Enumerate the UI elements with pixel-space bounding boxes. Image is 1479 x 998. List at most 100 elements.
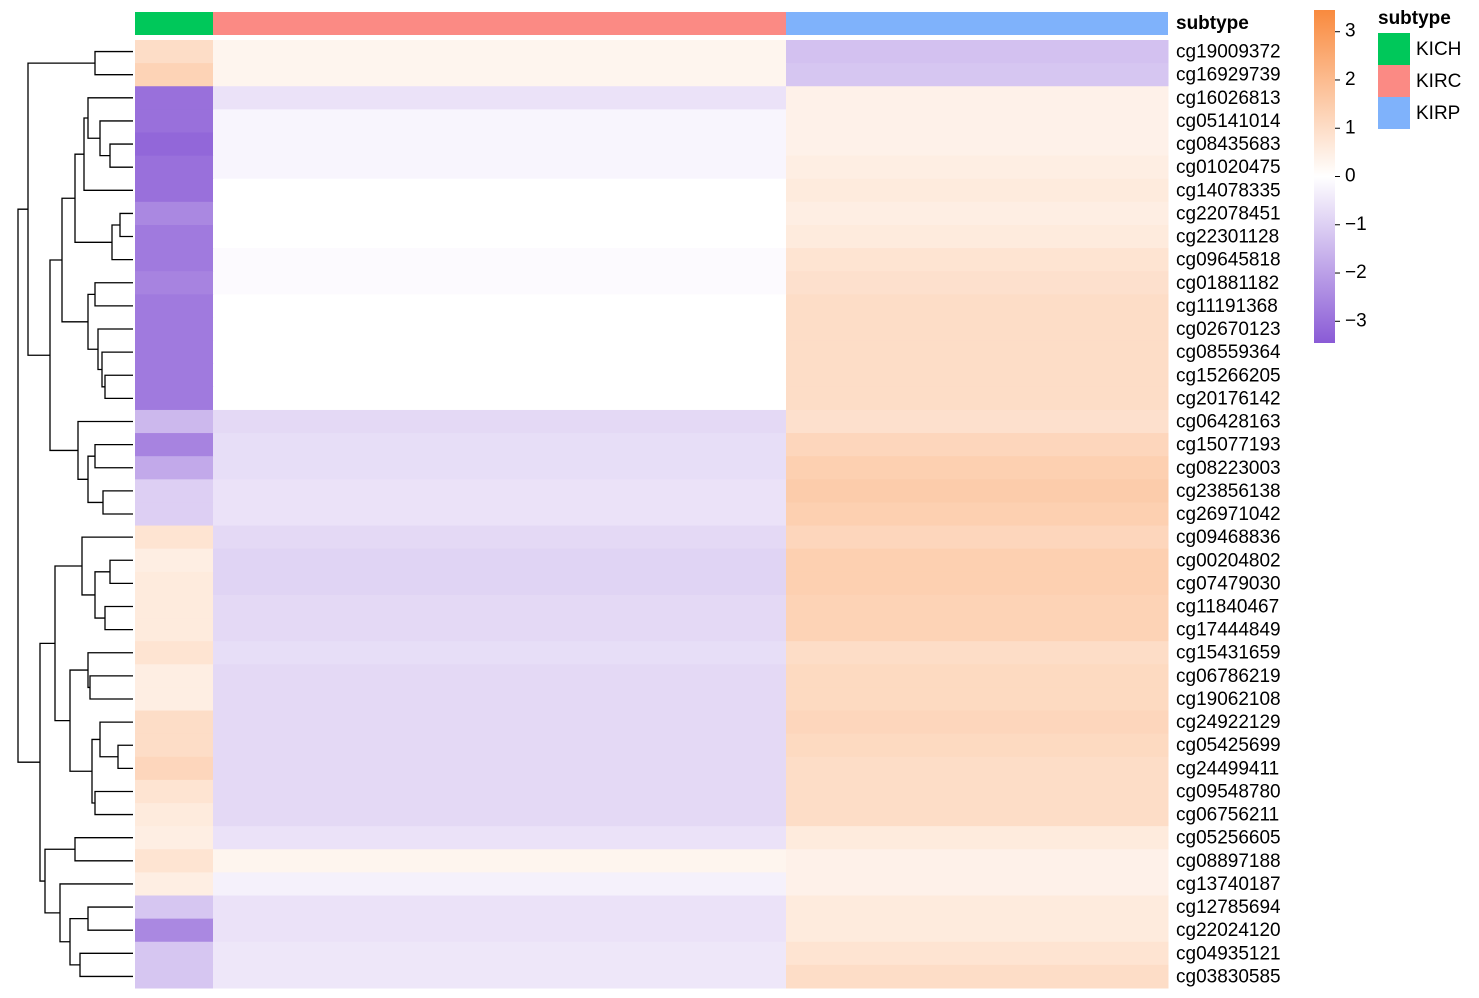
row-label: cg02670123 (1176, 319, 1281, 340)
heatmap-cell (135, 363, 214, 388)
row-label: cg16929739 (1176, 65, 1281, 86)
heatmap-cell (786, 918, 1169, 943)
heatmap-cell (135, 479, 214, 503)
heatmap-cell (135, 201, 214, 226)
heatmap-cell (786, 502, 1169, 527)
row-label: cg14078335 (1176, 180, 1281, 201)
row-label: cg08897188 (1176, 851, 1281, 872)
heatmap-cell (786, 386, 1169, 411)
heatmap-cell (213, 386, 787, 411)
heatmap-cell (135, 525, 214, 550)
heatmap-cell (213, 594, 787, 619)
row-label: cg08223003 (1176, 458, 1281, 479)
colorbar-tick-label: −3 (1345, 310, 1367, 331)
row-label: cg06428163 (1176, 412, 1281, 433)
colorbar-tick-label: −2 (1345, 262, 1367, 283)
heatmap-cell (786, 86, 1169, 110)
heatmap-cell (135, 109, 214, 133)
heatmap-cell (135, 779, 214, 804)
heatmap-cell (213, 779, 787, 804)
row-label: cg05141014 (1176, 111, 1281, 132)
heatmap-cell (213, 363, 787, 388)
legend-label: KICH (1416, 39, 1461, 60)
heatmap-cell (786, 571, 1169, 596)
heatmap-cell (786, 178, 1169, 203)
row-label: cg07479030 (1176, 573, 1281, 594)
row-label: cg23856138 (1176, 481, 1281, 502)
heatmap-cell (786, 594, 1169, 619)
row-label: cg24499411 (1176, 758, 1279, 779)
row-label: cg19062108 (1176, 689, 1281, 710)
heatmap-cell (213, 826, 787, 850)
heatmap-cell (135, 849, 214, 873)
heatmap-cell (135, 641, 214, 665)
heatmap-cell (786, 63, 1169, 87)
heatmap-cell (213, 294, 787, 318)
heatmap-cell (135, 548, 214, 573)
heatmap-cell (135, 872, 214, 897)
row-label: cg26971042 (1176, 504, 1281, 525)
row-label: cg12785694 (1176, 897, 1281, 918)
row-label: cg08559364 (1176, 342, 1281, 363)
heatmap-cell (213, 132, 787, 157)
heatmap-cell (213, 40, 787, 64)
row-label: cg22024120 (1176, 920, 1281, 941)
heatmap-cell (213, 641, 787, 665)
heatmap-cell (213, 548, 787, 573)
annotation-cell (786, 12, 1168, 35)
heatmap-cell (786, 826, 1169, 850)
heatmap-cell (135, 803, 214, 827)
heatmap-cell (135, 618, 214, 642)
heatmap-cell (135, 941, 214, 966)
heatmap-cell (213, 872, 787, 897)
heatmap-cell (786, 941, 1169, 966)
heatmap-cell (213, 895, 787, 920)
heatmap-cell (786, 710, 1169, 735)
row-label: cg19009372 (1176, 42, 1281, 63)
heatmap-cell (213, 224, 787, 249)
heatmap-cell (213, 571, 787, 596)
annotation-cell (135, 12, 213, 35)
heatmap-cell (786, 340, 1169, 365)
heatmap-cell (135, 502, 214, 527)
heatmap-cell (213, 756, 787, 781)
heatmap-cell (135, 664, 214, 688)
heatmap-cell (786, 641, 1169, 665)
heatmap-cell (786, 433, 1169, 457)
legend-label: KIRP (1416, 103, 1460, 124)
heatmap-cell (786, 756, 1169, 781)
heatmap-cell (135, 826, 214, 850)
heatmap-cell (213, 433, 787, 457)
row-label: cg15077193 (1176, 435, 1281, 456)
heatmap-cell (213, 918, 787, 943)
heatmap-cell (213, 964, 787, 989)
heatmap-cell (135, 964, 214, 989)
row-label: cg16026813 (1176, 88, 1281, 109)
heatmap-cell (213, 803, 787, 827)
heatmap-cell (213, 849, 787, 873)
legend-swatch (1378, 33, 1410, 65)
heatmap-cell (786, 409, 1169, 434)
legend-label: KIRC (1416, 71, 1461, 92)
annotation-cell (213, 12, 786, 35)
heatmap-cell (135, 294, 214, 318)
row-label: cg03830585 (1176, 966, 1281, 987)
heatmap-cell (786, 618, 1169, 642)
heatmap-cell (786, 687, 1169, 712)
heatmap-cell (135, 433, 214, 457)
heatmap-cell (786, 224, 1169, 249)
colorbar-tick-label: 1 (1345, 117, 1356, 138)
heatmap-cell (135, 895, 214, 920)
row-label: cg15266205 (1176, 365, 1281, 386)
heatmap-cell (786, 849, 1169, 873)
row-label: cg01881182 (1176, 273, 1279, 294)
heatmap-cell (135, 456, 214, 480)
heatmap-cell (213, 86, 787, 110)
heatmap-cell (135, 756, 214, 781)
heatmap-cell (135, 155, 214, 180)
row-label: cg00204802 (1176, 550, 1281, 571)
row-label: cg08435683 (1176, 134, 1281, 155)
heatmap-cell (213, 941, 787, 966)
heatmap-cell (135, 918, 214, 943)
row-label: cg05425699 (1176, 735, 1281, 756)
